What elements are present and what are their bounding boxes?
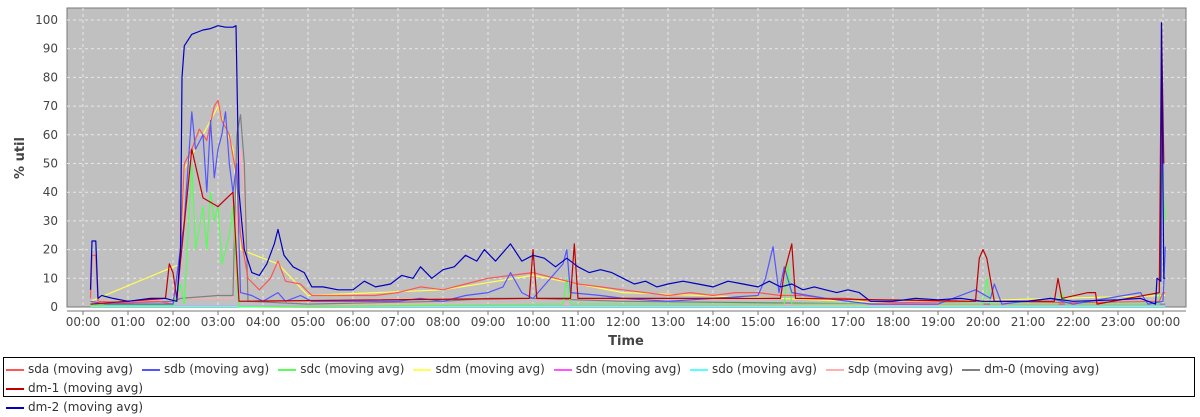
x-tick-label: 20:00: [966, 315, 1001, 329]
x-tick-label: 18:00: [876, 315, 911, 329]
legend-label: sdc (moving avg): [300, 362, 405, 376]
x-tick-label: 19:00: [921, 315, 956, 329]
legend-label: sdn (moving avg): [575, 362, 682, 376]
x-tick-label: 22:00: [1056, 315, 1091, 329]
x-tick-label: 21:00: [1011, 315, 1046, 329]
legend-swatch: [6, 387, 24, 390]
x-tick-label: 13:00: [651, 315, 686, 329]
x-tick-label: 00:00: [1146, 315, 1181, 329]
y-tick-label: 20: [43, 243, 58, 257]
x-tick-label: 01:00: [111, 315, 146, 329]
series-line-dm-0: [90, 114, 1166, 305]
legend-item: sdo (moving avg): [690, 360, 817, 379]
x-tick-label: 02:00: [156, 315, 191, 329]
legend-item: sdb (moving avg): [141, 360, 270, 379]
x-tick-label: 09:00: [471, 315, 506, 329]
series-line-sda: [89, 99, 1166, 305]
legend-item: dm-2 (moving avg): [6, 398, 143, 417]
series-line-sdc: [90, 162, 1166, 308]
legend-swatch: [825, 368, 844, 371]
legend-label: sda (moving avg): [28, 362, 133, 376]
x-tick-label: 10:00: [516, 315, 551, 329]
legend-swatch: [278, 368, 297, 371]
y-tick-label: 0: [50, 300, 58, 314]
y-axis-label: % util: [13, 137, 28, 179]
x-tick-label: 05:00: [291, 315, 326, 329]
legend-item: dm-1 (moving avg): [6, 379, 143, 398]
series-line-sdm: [90, 105, 1166, 304]
x-tick-label: 03:00: [201, 315, 236, 329]
legend-item: dm-0 (moving avg): [962, 360, 1099, 379]
x-tick-label: 16:00: [786, 315, 821, 329]
x-tick-label: 00:00: [66, 315, 101, 329]
y-tick-label: 80: [43, 70, 58, 84]
x-tick-label: 12:00: [606, 315, 641, 329]
y-axis-ticks: 0 10 20 30 40 50 60 70 80 90 100: [35, 13, 58, 314]
x-tick-label: 08:00: [426, 315, 461, 329]
y-tick-label: 90: [43, 42, 58, 56]
plot-area: [66, 7, 1187, 308]
legend-label: dm-0 (moving avg): [984, 362, 1100, 376]
legend-swatch: [6, 406, 24, 409]
y-tick-label: 100: [35, 13, 58, 27]
x-tick-label: 17:00: [831, 315, 866, 329]
x-axis-label: Time: [608, 334, 644, 349]
y-tick-label: 40: [43, 185, 58, 199]
legend-swatch: [962, 368, 981, 371]
x-tick-label: 23:00: [1101, 315, 1136, 329]
series-line-dm-1: [90, 22, 1165, 305]
utilization-chart: 0 10 20 30 40 50 60 70 80 90 100 00:00 01:00 02:00 03…: [13, 7, 1187, 349]
legend-label: dm-1 (moving avg): [28, 381, 144, 395]
x-tick-label: 14:00: [696, 315, 731, 329]
series-line-dm-2: [89, 22, 1166, 305]
legend-swatch: [553, 368, 572, 371]
y-tick-label: 10: [43, 271, 58, 285]
legend-label: dm-2 (moving avg): [28, 400, 144, 414]
legend-item: sdm (moving avg): [413, 360, 545, 379]
y-tick-label: 70: [43, 99, 58, 113]
legend-swatch: [413, 368, 432, 371]
legend-label: sdb (moving avg): [163, 362, 270, 376]
legend-item: sdc (moving avg): [278, 360, 404, 379]
legend-label: sdp (moving avg): [847, 362, 954, 376]
legend-label: sdm (moving avg): [435, 362, 545, 376]
legend-swatch: [141, 368, 160, 371]
legend-item: sdp (moving avg): [825, 360, 954, 379]
y-tick-label: 50: [43, 157, 58, 171]
y-tick-label: 60: [43, 128, 58, 142]
x-axis-ticks: 00:00 01:00 02:00 03:00 04:00 05:00 06:00 07:00…: [66, 311, 1181, 329]
x-tick-label: 11:00: [561, 315, 596, 329]
y-tick-label: 30: [43, 214, 58, 228]
x-tick-label: 15:00: [741, 315, 776, 329]
x-tick-label: 04:00: [246, 315, 281, 329]
grid: [67, 8, 1186, 307]
x-tick-label: 06:00: [336, 315, 371, 329]
legend-swatch: [690, 368, 709, 371]
legend-label: sdo (moving avg): [712, 362, 817, 376]
legend: sda (moving avg) sdb (moving avg) sdc (mov…: [3, 357, 1195, 414]
series-lines: [89, 22, 1166, 308]
legend-swatch: [6, 368, 24, 371]
x-tick-label: 07:00: [381, 315, 416, 329]
legend-item: sda (moving avg): [6, 360, 133, 379]
legend-item: sdn (moving avg): [553, 360, 682, 379]
